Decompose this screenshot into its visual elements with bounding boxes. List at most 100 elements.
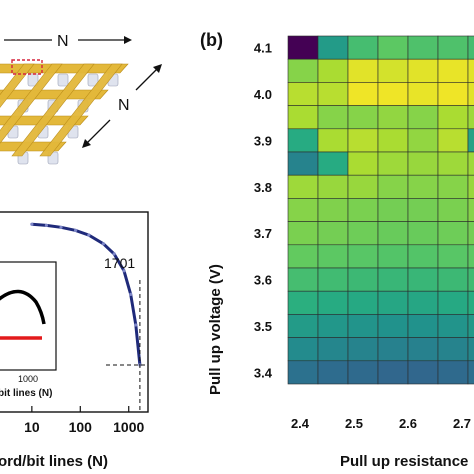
heatmap-cell	[407, 314, 439, 338]
heatmap-cell	[437, 105, 469, 130]
heatmap-cell	[317, 337, 349, 362]
top-n-label: N	[57, 33, 69, 50]
heatmap-cell	[467, 221, 474, 246]
heatmap-cell	[317, 35, 349, 60]
y-tick-label: 4.1	[254, 41, 272, 56]
bit-line-bar	[0, 63, 63, 144]
heatmap-cell	[407, 82, 439, 106]
heatmap-cell	[467, 105, 474, 130]
heatmap-cell	[467, 82, 474, 106]
line-plot-panel: 10 100 1000	[0, 211, 149, 435]
heatmap-cell	[407, 244, 439, 269]
heatmap-cell	[347, 198, 379, 222]
heatmap-cell	[377, 58, 409, 83]
heatmap-cell	[377, 174, 409, 199]
memory-cell	[57, 73, 69, 87]
memory-cell	[87, 73, 99, 87]
heatmap-cell	[377, 128, 409, 153]
data-point	[30, 222, 34, 226]
x-tick-label: 10	[24, 419, 40, 435]
heatmap-cell	[467, 128, 474, 153]
heatmap-cell	[347, 105, 379, 130]
heatmap-cell	[377, 221, 409, 246]
heatmap-cell	[317, 128, 349, 153]
heatmap-cell	[317, 58, 349, 83]
heatmap-cell	[317, 360, 349, 385]
heatmap-cell	[347, 267, 379, 292]
x-axis-label-b: Pull up resistance	[340, 453, 468, 470]
heatmap-cell	[467, 244, 474, 269]
side-n-label: N	[118, 97, 130, 114]
heatmap-cell	[287, 360, 319, 385]
heatmap-cell	[437, 35, 469, 60]
heatmap-cell	[317, 314, 349, 338]
heatmap-cell	[377, 82, 409, 106]
heatmap-cell	[287, 314, 319, 338]
data-point	[59, 225, 63, 229]
heatmap-cell	[287, 151, 319, 176]
data-point	[122, 269, 126, 273]
heatmap-cell	[347, 244, 379, 269]
y-tick-label: 3.9	[254, 133, 272, 148]
heatmap-cell	[317, 221, 349, 246]
heatmap-cell	[467, 360, 474, 385]
heatmap-cell	[347, 290, 379, 315]
y-tick-label: 4.0	[254, 87, 272, 102]
heatmap-cell	[347, 360, 379, 385]
heatmap-cell	[287, 174, 319, 199]
heatmap-cell	[287, 105, 319, 130]
heatmap-cell	[287, 337, 319, 362]
bit-line-bar	[11, 63, 95, 157]
heatmap-cell	[287, 244, 319, 269]
heatmap-cell	[317, 105, 349, 130]
heatmap-cell	[467, 174, 474, 199]
heatmap-cell	[467, 151, 474, 176]
heatmap-cell	[437, 198, 469, 222]
heatmap-cell	[437, 267, 469, 292]
heatmap-cell	[437, 82, 469, 106]
side-n-arrow	[82, 64, 162, 148]
heatmap-cell	[437, 244, 469, 269]
heatmap-cell	[437, 290, 469, 315]
heatmap-cell	[347, 58, 379, 83]
bit-line-bar	[0, 63, 35, 108]
heatmap-cell	[467, 290, 474, 315]
heatmap-cell	[407, 337, 439, 362]
heatmap-cell	[287, 221, 319, 246]
data-point	[44, 223, 49, 228]
heatmap-cell	[407, 290, 439, 315]
heatmap-cell	[407, 105, 439, 130]
x-tick-label: 1000	[113, 419, 144, 435]
heatmap-cell	[467, 198, 474, 222]
panel-b-label: (b)	[200, 30, 223, 50]
x-tick-label: 2.4	[291, 416, 310, 431]
heatmap-cell	[317, 174, 349, 199]
inset-frame	[0, 261, 57, 371]
heatmap-cell	[407, 35, 439, 60]
heatmap-cell	[437, 314, 469, 338]
heatmap-cell	[287, 267, 319, 292]
heatmap-cell	[437, 337, 469, 362]
heatmap-cell	[407, 151, 439, 176]
heatmap: 4.1 4.0 3.9 3.8 3.7 3.6 3.5 3.4 2.4 2.5 2.6 2.7	[254, 35, 474, 431]
heatmap-cell	[347, 128, 379, 153]
heatmap-cell	[347, 35, 379, 60]
heatmap-cell	[317, 82, 349, 106]
heatmap-cell	[377, 198, 409, 222]
x-tick-label: 2.7	[453, 416, 471, 431]
heatmap-cell	[347, 314, 379, 338]
heatmap-cell	[347, 174, 379, 199]
heatmap-cell	[287, 82, 319, 106]
heatmap-cell	[317, 151, 349, 176]
heatmap-cell	[317, 198, 349, 222]
crossbar-schematic	[0, 59, 129, 165]
heatmap-cell	[347, 82, 379, 106]
heatmap-cell	[377, 244, 409, 269]
data-point	[112, 252, 116, 256]
heatmap-cell	[407, 360, 439, 385]
heatmap-cell	[347, 221, 379, 246]
y-tick-label: 3.5	[254, 319, 272, 334]
inset-x-label: bit lines (N)	[0, 388, 52, 399]
heatmap-cell	[437, 58, 469, 83]
